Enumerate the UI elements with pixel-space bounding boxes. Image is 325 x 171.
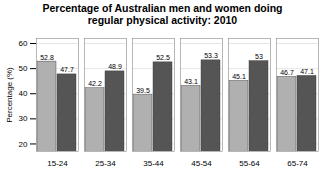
svg-text:48.9: 48.9 [108,63,122,70]
svg-text:47.1: 47.1 [300,68,314,75]
svg-text:35-44: 35-44 [143,159,164,168]
svg-text:39.5: 39.5 [136,87,150,94]
svg-text:46.7: 46.7 [280,69,294,76]
svg-text:40: 40 [19,89,28,98]
svg-text:30: 30 [19,114,28,123]
svg-text:25-34: 25-34 [95,159,116,168]
svg-text:Percentage (%): Percentage (%) [5,67,14,123]
svg-text:43.1: 43.1 [184,78,198,85]
svg-text:42.2: 42.2 [88,80,102,87]
svg-text:52.8: 52.8 [40,54,54,61]
svg-text:15-24: 15-24 [47,159,68,168]
svg-text:55-64: 55-64 [239,159,260,168]
svg-text:47.7: 47.7 [60,66,74,73]
svg-text:65-74: 65-74 [287,159,308,168]
svg-text:53: 53 [255,53,263,60]
svg-text:50: 50 [19,64,28,73]
svg-text:52.5: 52.5 [156,54,170,61]
svg-text:45.1: 45.1 [232,73,246,80]
svg-text:20: 20 [19,140,28,149]
html-text:Percentage of Australian men a: Percentage of Australian men and women d… [42,2,283,26]
svg-text:53.3: 53.3 [204,52,218,59]
svg-text:60: 60 [19,39,28,48]
svg-text:45-54: 45-54 [191,159,212,168]
